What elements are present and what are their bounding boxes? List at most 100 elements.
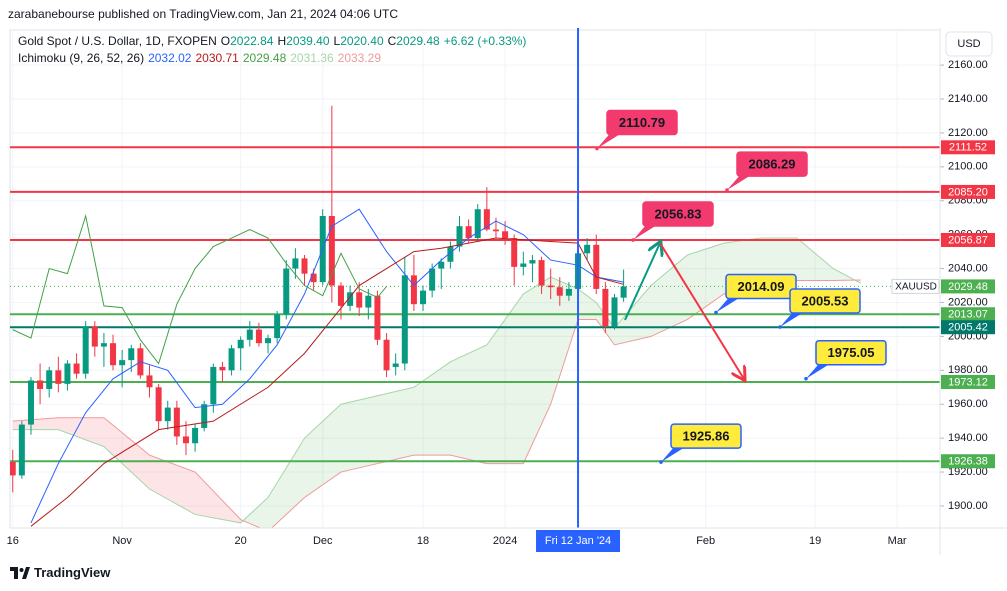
candle-body xyxy=(100,343,107,347)
y-tick-label: 1900.00 xyxy=(948,500,988,512)
candle-body xyxy=(511,238,518,267)
legend-main: Gold Spot / U.S. Dollar, 1D, FXOPEN O2022… xyxy=(18,34,530,48)
callout-anchor xyxy=(714,310,718,315)
cloud-fill xyxy=(796,238,834,281)
legend-indicator: Ichimoku (9, 26, 52, 26) 2032.02 2030.71 20… xyxy=(18,51,385,65)
candle-body xyxy=(492,229,499,232)
x-tick-label: 2024 xyxy=(493,535,517,547)
callout-box xyxy=(725,273,797,300)
ohlc-value: 2022.84 xyxy=(230,34,274,48)
level-tag-label: 2013.07 xyxy=(948,309,988,321)
candle-body xyxy=(292,258,299,269)
cloud-fill xyxy=(413,361,451,456)
candle-body xyxy=(73,363,80,374)
callout-anchor xyxy=(804,376,808,381)
candle-body xyxy=(438,261,445,269)
level-tag-label: 1926.38 xyxy=(948,456,988,468)
candle-body xyxy=(520,263,527,267)
callout-pointer xyxy=(597,133,621,149)
y-tick-label: 1940.00 xyxy=(948,432,988,444)
indicator-line xyxy=(30,208,624,524)
cloud-fill xyxy=(195,472,241,523)
candle-body xyxy=(410,275,417,305)
candle-body xyxy=(173,407,180,437)
callout-pointer xyxy=(780,312,804,328)
y-tick-label: 2140.00 xyxy=(948,93,988,105)
currency-button[interactable] xyxy=(945,31,993,57)
cloud-fill xyxy=(523,277,551,464)
candle-body xyxy=(620,286,627,298)
candle-body xyxy=(18,424,25,476)
candle-body xyxy=(301,258,308,274)
callout-pointer xyxy=(661,447,685,463)
candle-body xyxy=(538,260,545,286)
indicator-line xyxy=(30,237,624,527)
candle-body xyxy=(128,348,135,361)
cloud-fill xyxy=(240,497,269,528)
indicator-value: 2030.71 xyxy=(195,51,239,65)
y-tick-label: 1920.00 xyxy=(948,466,988,478)
cloud-fill xyxy=(103,417,150,490)
candle-body xyxy=(55,370,62,384)
legend-title: Gold Spot / U.S. Dollar, 1D, FXOPEN xyxy=(18,34,217,48)
crosshair-label: Fri 12 Jan '24 xyxy=(545,535,611,547)
plot-clip xyxy=(10,30,940,528)
candle-body xyxy=(447,246,454,262)
candle-body xyxy=(37,380,44,389)
candle-body xyxy=(164,407,171,422)
arrow-down xyxy=(659,242,744,379)
cloud-fill xyxy=(304,404,341,498)
x-tick-label: 18 xyxy=(417,535,429,547)
level-tag-label: 2085.20 xyxy=(948,186,988,198)
candle-body xyxy=(91,326,98,347)
callout-pointer xyxy=(716,297,740,313)
y-tick-label: 2020.00 xyxy=(948,296,988,308)
ohlc-value: 2039.40 xyxy=(286,34,330,48)
cloud-fill xyxy=(377,387,414,464)
cloud-fill xyxy=(58,417,104,447)
cloud-fill xyxy=(450,344,487,464)
callout-box xyxy=(606,109,678,136)
y-tick-label: 1980.00 xyxy=(948,364,988,376)
callout-label: 2005.53 xyxy=(802,293,849,308)
x-tick-label: 20 xyxy=(235,535,247,547)
candle-body xyxy=(356,292,363,308)
ohlc-label: H xyxy=(277,34,287,48)
candle-body xyxy=(474,209,481,239)
y-tick-label: 2100.00 xyxy=(948,161,988,173)
candle-body xyxy=(401,275,408,364)
callout-box xyxy=(789,288,861,314)
callout-pointer xyxy=(806,363,830,379)
candle-body xyxy=(337,285,344,306)
candle-body xyxy=(392,363,399,367)
candle-body xyxy=(210,366,217,405)
callout-label: 2056.83 xyxy=(655,206,702,221)
cloud-fill xyxy=(340,395,378,473)
callout-anchor xyxy=(659,460,663,464)
callout-box xyxy=(815,339,887,366)
callout-label: 2086.29 xyxy=(749,157,796,172)
y-tick-label: 2120.00 xyxy=(948,127,988,139)
y-tick-label: 2160.00 xyxy=(948,59,988,71)
last-price-tag xyxy=(941,279,995,294)
callout-label: 2110.79 xyxy=(619,115,665,130)
candle-body xyxy=(502,231,509,239)
candle-body xyxy=(146,375,153,388)
callout-anchor xyxy=(725,188,729,192)
candle-body xyxy=(219,366,226,371)
indicator-line xyxy=(12,214,387,365)
callout-anchor xyxy=(631,238,635,242)
candle-body xyxy=(265,338,272,344)
level-tag xyxy=(941,454,995,469)
indicator-value: 2033.29 xyxy=(337,51,382,65)
ohlc-value: 2029.48 xyxy=(396,34,440,48)
x-tick-label: 16 xyxy=(7,535,19,547)
candle-body xyxy=(547,285,554,288)
x-tick-label: Feb xyxy=(696,535,715,547)
symbol-tag-label: XAUUSD xyxy=(895,282,937,293)
candle-body xyxy=(246,329,253,340)
candle-body xyxy=(310,273,317,283)
ohlc-value: 2020.40 xyxy=(340,34,384,48)
candle-body xyxy=(155,387,162,422)
